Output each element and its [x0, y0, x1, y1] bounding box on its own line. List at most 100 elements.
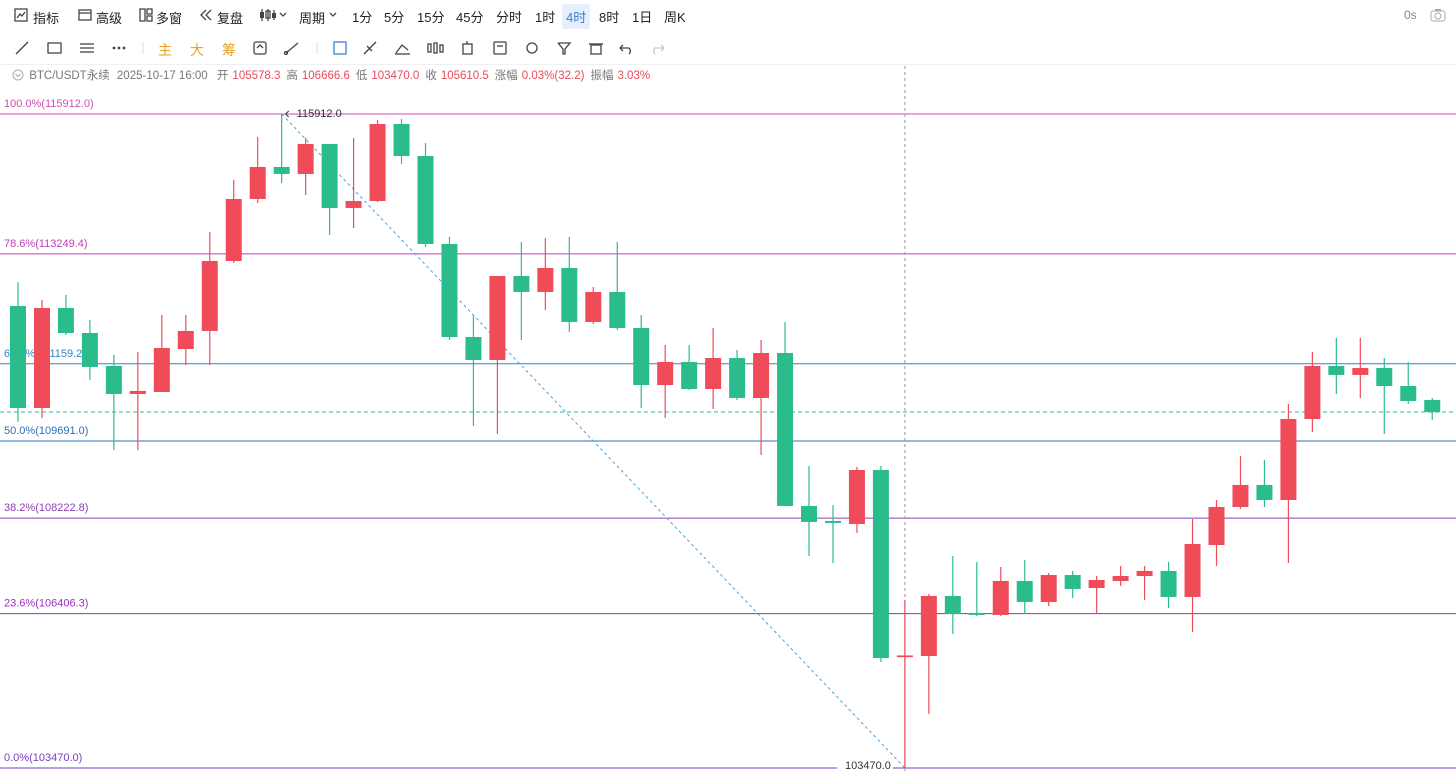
period-button[interactable]: 15分: [417, 10, 445, 25]
candle-body: [297, 144, 314, 174]
candle-body: [824, 520, 841, 523]
candle-body: [1424, 399, 1441, 413]
field-name: 收: [425, 70, 437, 82]
period-button[interactable]: 1日: [632, 10, 653, 25]
period-button[interactable]: 分时: [496, 10, 523, 25]
field-name: 开: [216, 70, 229, 82]
period-button[interactable]: 45分: [456, 10, 484, 25]
info-bar: BTC/USDT永续 2025-10-17 16:00 开 105578.3 高 10…: [12, 67, 656, 83]
candle-body: [1232, 484, 1249, 507]
candle-body: [1160, 570, 1177, 597]
candle-body: [273, 166, 290, 174]
candle-body: [1040, 575, 1057, 602]
indicator-icon: [14, 8, 28, 22]
candle-body: [896, 655, 913, 658]
candle-body: [1280, 418, 1297, 500]
candle-body: [513, 275, 530, 292]
period-button[interactable]: 1分: [352, 10, 373, 25]
symbol: BTC/USDT永续: [29, 70, 110, 82]
candle-body: [1352, 367, 1369, 375]
drawing-tools-2[interactable]: [252, 40, 672, 56]
candle-body: [992, 580, 1009, 615]
replay-icon: [200, 9, 212, 21]
period-button[interactable]: 周K: [664, 10, 686, 25]
drawing-tools[interactable]: [14, 40, 144, 56]
fib-label: 78.6%(113249.4): [4, 238, 88, 250]
candle-body: [609, 291, 626, 328]
candle-body: [561, 267, 578, 322]
toolbar-button[interactable]: 指标: [33, 11, 60, 26]
time: 2025-10-17 16:00: [116, 70, 208, 82]
field-value: 106666.6: [301, 70, 350, 82]
candle-body: [33, 307, 50, 408]
candle-body: [81, 333, 98, 367]
advanced-icon: [78, 9, 92, 21]
candle-body: [249, 166, 266, 199]
field-name: 涨幅: [494, 70, 518, 82]
fib-label: 0.0%(103470.0): [4, 752, 82, 764]
drawing-toolbar: 主大筹: [0, 32, 1456, 65]
field-value: 103470.0: [371, 70, 420, 82]
candle-body: [657, 361, 674, 385]
candle-body: [1304, 365, 1321, 419]
candle-body: [321, 144, 338, 208]
candle-body: [705, 357, 722, 389]
candle-body: [633, 327, 650, 385]
fib-label: 100.0%(115912.0): [4, 98, 94, 110]
candle-body: [920, 595, 937, 656]
candle-body: [417, 155, 434, 244]
candle-body: [585, 291, 602, 322]
candle-body: [1376, 367, 1393, 386]
candle-body: [1016, 580, 1033, 602]
field-name: 低: [355, 70, 368, 82]
toolbar-button[interactable]: 高级: [96, 11, 123, 26]
toolbar-button[interactable]: 复盘: [217, 11, 244, 26]
period-menu[interactable]: 周期: [299, 11, 326, 26]
candle-body: [465, 337, 482, 360]
candle-body: [369, 123, 386, 201]
candle-body: [1208, 506, 1225, 545]
candle-body: [1088, 579, 1105, 588]
candle-body: [1184, 543, 1201, 597]
candle-body: [872, 469, 889, 658]
candle-body: [441, 243, 458, 338]
field-name: 高: [286, 70, 298, 82]
overlay-button[interactable]: 筹: [222, 42, 236, 58]
candle-body: [225, 198, 242, 262]
period-button[interactable]: 4时: [562, 4, 591, 29]
fib-label: 50.0%(109691.0): [4, 425, 88, 437]
candle-body: [968, 612, 985, 615]
candle-body: [753, 352, 770, 398]
candle-body: [729, 357, 746, 398]
collapse-icon[interactable]: [12, 69, 26, 81]
candle-body: [1112, 575, 1129, 581]
fib-label: 38.2%(108222.8): [4, 502, 88, 514]
multi-window-icon: [139, 8, 153, 22]
screenshot-icon[interactable]: [1430, 8, 1446, 22]
candle-body: [177, 330, 194, 349]
swing-high-label: 115912.0: [297, 108, 342, 120]
fib-label: 23.6%(106406.3): [4, 598, 88, 610]
period-button[interactable]: 8时: [599, 10, 620, 25]
period-button[interactable]: 1时: [535, 10, 556, 25]
candle-body: [393, 123, 410, 156]
overlay-button[interactable]: 大: [190, 42, 204, 58]
period-button[interactable]: 5分: [384, 10, 405, 25]
candle-body: [848, 469, 865, 524]
trend-line: [281, 113, 906, 769]
chart-type-icon[interactable]: [259, 8, 289, 22]
candle-body: [944, 595, 961, 614]
toolbar-button[interactable]: 多窗: [156, 11, 183, 26]
toolbar: 指标 高级 多窗 复盘 周期 0s 1分 5分 15分 45分 分时 1时 4时 8时 1日 周K: [0, 0, 1456, 33]
candle-body: [537, 267, 554, 292]
swing-marker: [284, 110, 290, 118]
candle-body: [10, 305, 26, 408]
swing-low-bg: [836, 757, 893, 771]
candle-body: [1136, 570, 1153, 576]
candle-body: [777, 352, 794, 506]
candle-body: [201, 261, 218, 331]
dropdown-icon: [329, 12, 337, 17]
overlay-button[interactable]: 主: [158, 42, 172, 58]
field-value: 105578.3: [232, 70, 281, 82]
